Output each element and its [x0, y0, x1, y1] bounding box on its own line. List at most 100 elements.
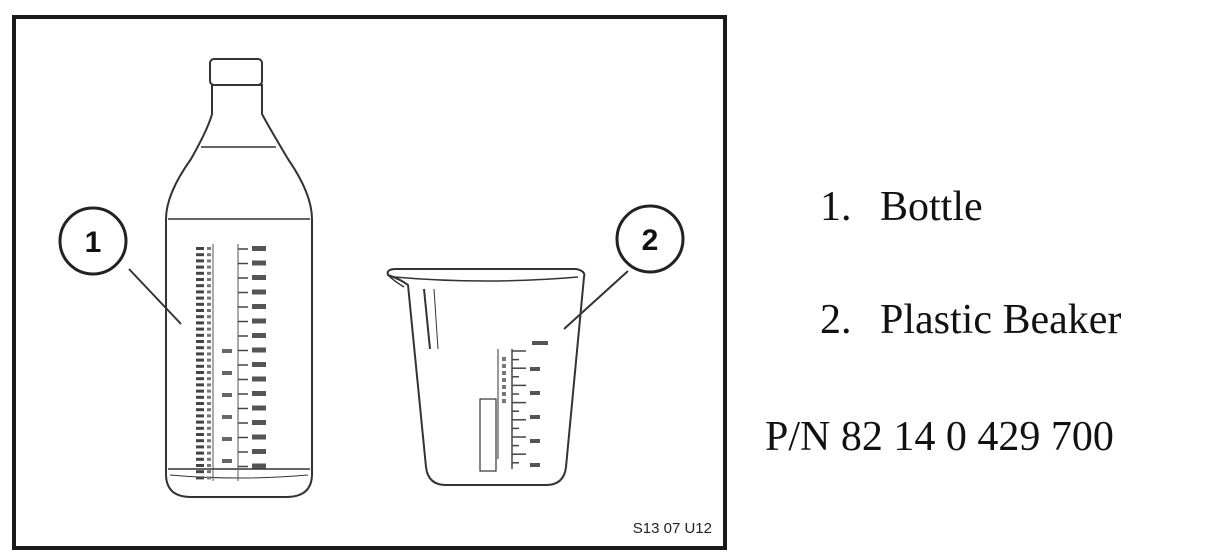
figure-frame: 1 2 S13 07 U12: [12, 15, 727, 550]
bottle-scale-mark: [196, 247, 204, 250]
beaker-scale-mark: [502, 392, 506, 396]
bottle-scale-mark: [196, 333, 204, 337]
bottle-scale-mark: [207, 395, 211, 399]
legend-item-2-label: Plastic Beaker: [880, 297, 1122, 343]
bottle-scale-mark: [252, 376, 266, 382]
bottle-scale-mark: [196, 476, 204, 480]
beaker-scale-mark: [530, 463, 540, 467]
beaker-scale-mark: [530, 439, 540, 443]
legend-item-1-number: 1.: [820, 184, 852, 230]
bottle-scale-mark: [196, 451, 204, 455]
beaker-scale-mark: [530, 415, 540, 419]
bottle-scale-mark: [252, 246, 266, 251]
bottle-scale-mark: [207, 302, 211, 306]
bottle-scale-mark: [207, 340, 211, 343]
bottle-scale-mark: [207, 327, 211, 331]
bottle-scale-mark: [207, 309, 211, 312]
figure-code: S13 07 U12: [633, 520, 712, 537]
bottle-scale-mark: [196, 296, 204, 300]
bottle-scale-left: [196, 244, 214, 481]
bottle-scale-mark: [252, 463, 266, 469]
legend-item-1: 1. Bottle: [820, 186, 983, 228]
bottle-scale-mark: [196, 302, 204, 306]
bottle-scale-mark: [196, 290, 204, 294]
bottle-scale-mark: [252, 347, 266, 353]
bottle-scale-mark: [196, 358, 204, 362]
bottle-scale-mark: [252, 333, 266, 338]
callout-1-number: 1: [85, 226, 102, 259]
bottle-scale-mark: [207, 470, 211, 474]
bottle-scale-mark: [207, 377, 211, 381]
bottle-scale-mark: [196, 445, 204, 449]
bottle-scale-mark: [252, 289, 266, 295]
bottle-scale-mark: [196, 457, 204, 461]
bottle-scale-mark: [207, 315, 211, 319]
bottle-scale-mark: [207, 364, 211, 368]
bottle-scale-mark: [207, 433, 211, 436]
bottle-scale-mark: [222, 349, 232, 353]
bottle-scale-mark: [207, 278, 211, 281]
bottle-scale-mark: [196, 309, 204, 312]
bottle-scale-mark: [252, 362, 266, 367]
callout-1: 1: [58, 206, 182, 325]
callout-2-number: 2: [642, 224, 659, 257]
bottle-scale-mark: [196, 340, 204, 343]
bottle-scale-mark: [252, 275, 266, 280]
bottle-scale-mark: [196, 395, 204, 399]
bottle-scale-mark: [207, 271, 211, 275]
bottle-illustration: [165, 58, 313, 498]
bottle-scale-mark: [207, 426, 211, 430]
bottle-scale-mark: [207, 445, 211, 449]
bottle-scale-mark: [207, 247, 211, 250]
bottle-scale-mark: [196, 253, 204, 257]
bottle-scale-mark: [207, 259, 211, 263]
bottle-scale-mark: [196, 389, 204, 393]
beaker-scale-mark: [530, 391, 540, 395]
beaker-scale-mark: [502, 385, 506, 389]
bottle-scale-mark: [196, 426, 204, 430]
beaker-illustration: [386, 268, 586, 486]
bottle-scale-mark: [252, 449, 266, 454]
bottle-scale-mark: [196, 327, 204, 331]
bottle-scale-mark: [196, 321, 204, 325]
bottle-scale-mark: [207, 383, 211, 387]
bottle-scale-mark: [222, 393, 232, 397]
bottle-scale-mark: [207, 333, 211, 337]
bottle-scale-mark: [222, 437, 232, 441]
bottle-scale-mark: [207, 414, 211, 418]
bottle-scale-mark: [196, 364, 204, 368]
bottle-scale-mark: [196, 352, 204, 356]
beaker-scale-mark: [502, 371, 506, 375]
bottle-scale-right: [222, 244, 266, 481]
bottle-scale-mark: [207, 346, 211, 350]
bottle-scale-mark: [196, 464, 204, 467]
bottle-scale-mark: [207, 457, 211, 461]
bottle-scale-mark: [196, 346, 204, 350]
bottle-scale-mark: [207, 476, 211, 480]
bottle-scale-mark: [252, 420, 266, 425]
bottle-scale-mark: [207, 451, 211, 455]
part-number: P/N 82 14 0 429 700: [765, 414, 1114, 460]
bottle-scale-mark: [222, 371, 232, 375]
callout-2: 2: [563, 204, 685, 330]
bottle-scale-mark: [252, 391, 266, 396]
bottle-scale-mark: [196, 470, 204, 474]
bottle-scale-mark: [252, 318, 266, 324]
bottle-scale-mark: [196, 439, 204, 443]
bottle-scale-mark: [207, 358, 211, 362]
bottle-scale-mark: [196, 278, 204, 281]
beaker-scale-mark: [502, 357, 506, 361]
beaker-scale-mark: [502, 364, 506, 368]
bottle-scale-mark: [207, 265, 211, 269]
legend-item-2-number: 2.: [820, 297, 852, 343]
bottle-scale-mark: [207, 439, 211, 443]
bottle-scale-mark: [207, 402, 211, 405]
bottle-scale-mark: [196, 402, 204, 405]
legend-item-2: 2. Plastic Beaker: [820, 299, 1121, 341]
bottle-scale-mark: [196, 377, 204, 381]
bottle-scale-mark: [207, 253, 211, 257]
bottle-scale-mark: [196, 284, 204, 288]
beaker-scale-mark: [532, 341, 548, 345]
bottle-scale-mark: [207, 352, 211, 356]
bottle-scale-mark: [207, 464, 211, 467]
